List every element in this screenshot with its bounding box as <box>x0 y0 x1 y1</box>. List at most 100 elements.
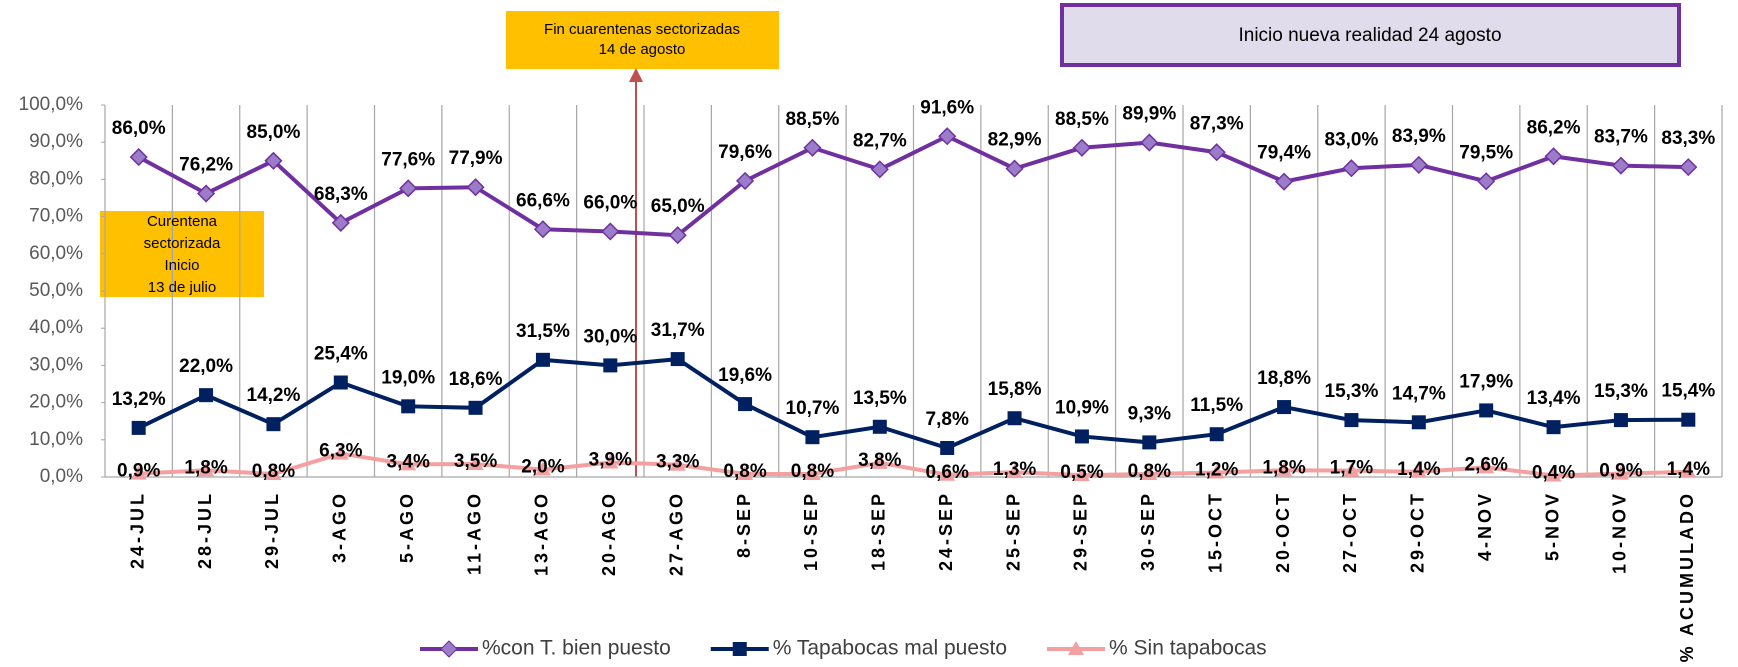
y-tick-label: 80,0% <box>29 168 83 189</box>
legend-label: % Sin tapabocas <box>1109 637 1267 660</box>
data-label: 10,7% <box>786 398 840 419</box>
annotation-text: 13 de julio <box>148 279 216 296</box>
data-label: 66,6% <box>516 190 570 211</box>
point <box>197 184 216 203</box>
point <box>1074 429 1089 444</box>
data-label: 0,8% <box>791 461 834 482</box>
x-tick-label: 30-SEP <box>1138 491 1158 571</box>
annotation-text: Inicio nueva realidad 24 agosto <box>1238 25 1501 46</box>
legend-marker <box>440 640 458 658</box>
x-tick-label: 29-SEP <box>1071 491 1091 571</box>
data-label: 83,9% <box>1392 126 1446 147</box>
data-label: 22,0% <box>179 356 233 377</box>
y-tick-label: 90,0% <box>29 131 83 152</box>
data-label: 87,3% <box>1190 113 1244 134</box>
annotation-box <box>100 211 264 297</box>
x-tick-label: 3-AGO <box>330 491 350 563</box>
x-tick-label: 25-SEP <box>1003 491 1023 571</box>
data-label: 85,0% <box>247 122 301 143</box>
data-label: 0,9% <box>117 461 160 482</box>
data-label: 11,5% <box>1190 395 1243 416</box>
data-label: 82,9% <box>988 130 1042 151</box>
data-label: 82,7% <box>853 130 907 151</box>
point <box>1208 464 1225 479</box>
point <box>332 445 349 460</box>
point <box>1007 411 1022 426</box>
data-label: 1,7% <box>1330 458 1373 479</box>
point <box>1679 158 1698 177</box>
point <box>534 461 551 476</box>
data-label: 0,5% <box>1060 462 1103 483</box>
point <box>1073 467 1090 482</box>
data-label: 6,3% <box>319 441 362 462</box>
point <box>1409 155 1428 174</box>
data-label: 89,9% <box>1122 104 1176 125</box>
point <box>872 419 887 434</box>
point <box>1344 413 1359 428</box>
point <box>601 222 620 241</box>
data-label: 18,8% <box>1257 368 1311 389</box>
data-label: 30,0% <box>583 326 637 347</box>
data-label: 10,9% <box>1055 397 1109 418</box>
x-tick-label: 18-SEP <box>869 491 889 571</box>
data-label: 68,3% <box>314 184 368 205</box>
point <box>737 466 754 481</box>
point <box>603 358 618 373</box>
point <box>1209 427 1224 442</box>
x-tick-label: 20-OCT <box>1273 491 1293 573</box>
data-label: 15,3% <box>1325 381 1379 402</box>
data-label: 19,6% <box>718 365 772 386</box>
point <box>1275 172 1294 191</box>
point <box>940 440 955 455</box>
data-label: 1,3% <box>993 459 1036 480</box>
data-label: 65,0% <box>651 196 705 217</box>
point <box>1005 159 1024 178</box>
x-tick-label: 20-AGO <box>599 491 619 576</box>
point <box>468 400 483 415</box>
x-tick-label: 10-SEP <box>801 491 821 571</box>
legend-label: %con T. bien puesto <box>482 637 671 660</box>
point <box>1410 463 1427 478</box>
x-tick-label: 24-SEP <box>936 491 956 571</box>
annotation-text: 14 de agosto <box>599 41 686 58</box>
data-label: 15,4% <box>1661 381 1715 402</box>
data-label: 15,3% <box>1594 381 1648 402</box>
point <box>1277 400 1292 415</box>
x-tick-label: % ACUMULADO <box>1677 491 1697 662</box>
point <box>1478 459 1495 474</box>
point <box>939 466 956 481</box>
data-label: 2,0% <box>521 457 564 478</box>
point <box>198 462 215 477</box>
data-label: 18,6% <box>449 369 503 390</box>
data-label: 0,8% <box>1128 461 1171 482</box>
data-label: 31,7% <box>651 320 705 341</box>
data-label: 13,4% <box>1527 388 1581 409</box>
point <box>804 466 821 481</box>
point <box>1544 147 1563 166</box>
data-label: 3,8% <box>858 450 901 471</box>
x-tick-label: 27-OCT <box>1340 491 1360 573</box>
point <box>1142 435 1157 450</box>
data-label: 77,6% <box>381 149 435 170</box>
point <box>1546 420 1561 435</box>
point <box>668 226 687 245</box>
point <box>1140 133 1159 152</box>
point <box>400 456 417 471</box>
annotation-text: sectorizada <box>144 235 221 252</box>
data-label: 66,0% <box>583 192 637 213</box>
point <box>264 151 283 170</box>
data-label: 1,8% <box>184 457 227 478</box>
data-label: 14,7% <box>1392 383 1446 404</box>
data-label: 19,0% <box>381 367 435 388</box>
point <box>1343 462 1360 477</box>
x-tick-label: 28-JUL <box>195 491 215 569</box>
y-tick-label: 10,0% <box>29 429 83 450</box>
arrow-head <box>629 68 643 82</box>
point <box>1072 138 1091 157</box>
annotation-text: Curentena <box>147 213 218 230</box>
point <box>670 352 685 367</box>
point <box>805 430 820 445</box>
data-label: 76,2% <box>179 155 233 176</box>
data-label: 1,4% <box>1667 459 1710 480</box>
data-label: 1,4% <box>1397 459 1440 480</box>
